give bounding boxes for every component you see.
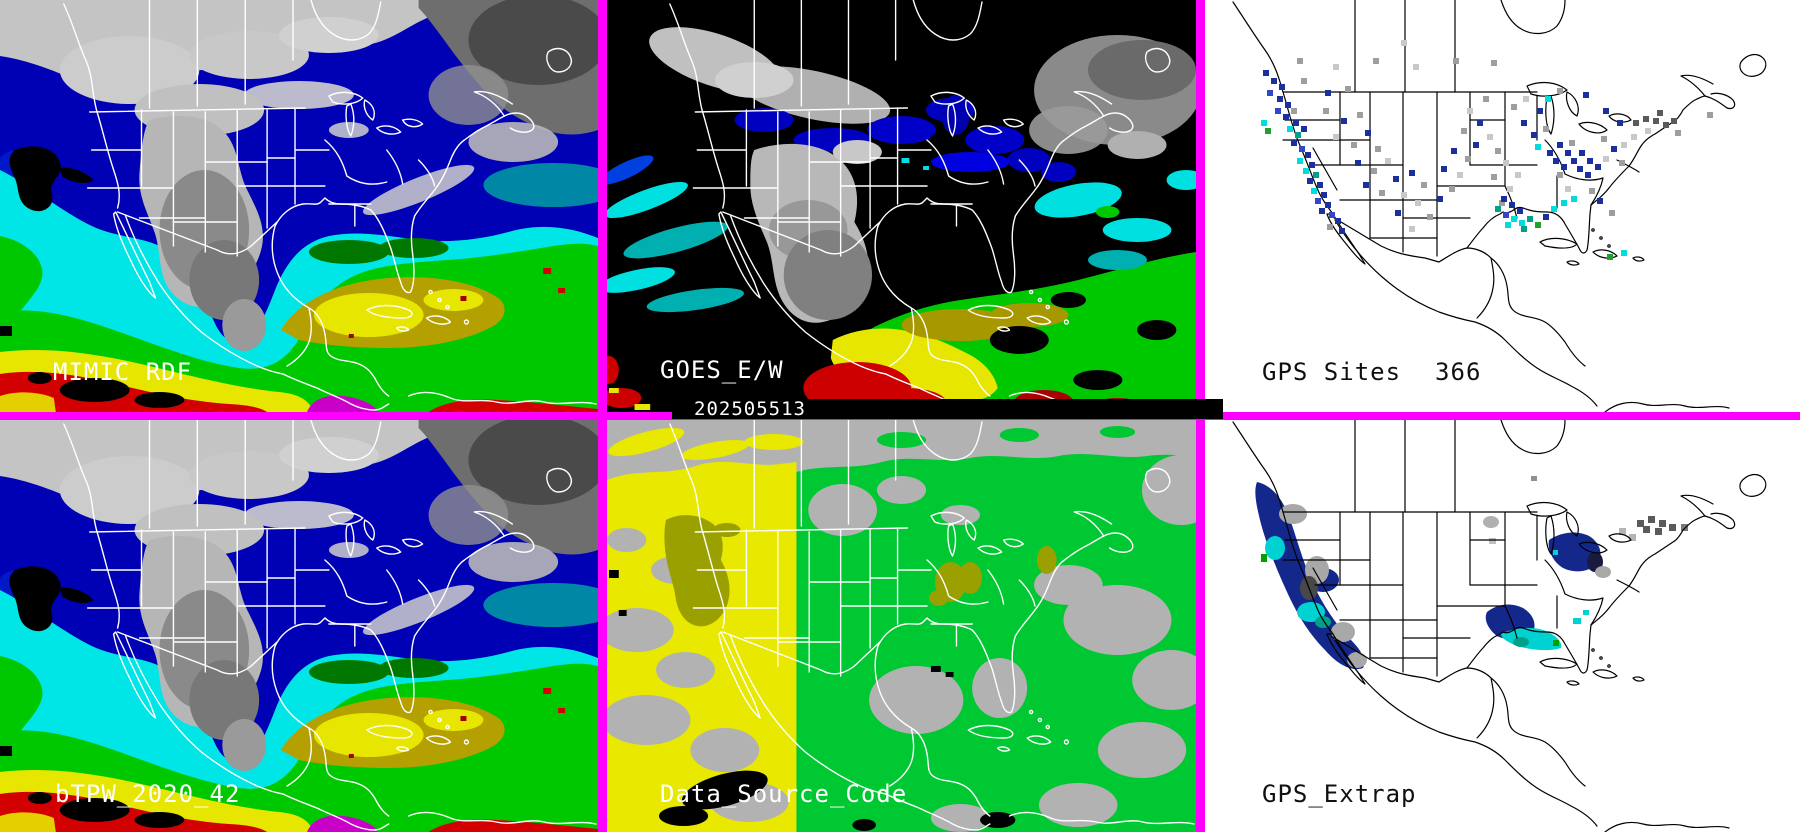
panel-gps-sites: GPS Sites 366 xyxy=(1205,0,1800,412)
panel-data-source-code: Data_Source_Code xyxy=(607,420,1196,832)
panel-gps-extrap: GPS_Extrap xyxy=(1205,420,1800,832)
panel-label-goes-ew: GOES_E/W xyxy=(660,356,784,384)
timestamp-text: 202505513 xyxy=(694,398,806,420)
gps-sites-label: GPS Sites xyxy=(1262,358,1402,386)
gps-sites-count: 366 xyxy=(1435,358,1482,386)
gps-sites-dots xyxy=(1261,40,1713,260)
source-code-field xyxy=(607,420,1196,832)
panel-label-mimic-rdf: MIMIC RDF xyxy=(53,358,193,386)
gps-sites-map xyxy=(1205,0,1800,412)
btpw-map xyxy=(0,420,598,832)
timestamp-bar: 202505513 xyxy=(672,398,1223,420)
gps-sites-caption: GPS Sites 366 xyxy=(1262,358,1481,386)
panel-btpw: bTPW_2020_42 xyxy=(0,420,598,832)
gps-extrap-map xyxy=(1205,420,1800,832)
goes-ew-map xyxy=(607,0,1196,412)
panel-goes-ew: GOES_E/W xyxy=(607,0,1196,412)
panel-label-gps-extrap: GPS_Extrap xyxy=(1262,780,1417,808)
panel-label-btpw: bTPW_2020_42 xyxy=(55,780,241,808)
tpw-color-field xyxy=(0,0,598,412)
goes-color-field xyxy=(607,0,1196,412)
tpw-color-field xyxy=(0,420,598,832)
panel-label-data-source-code: Data_Source_Code xyxy=(660,780,908,808)
mimic-rdf-map xyxy=(0,0,598,412)
data-source-code-map xyxy=(607,420,1196,832)
panel-mimic-rdf: MIMIC RDF xyxy=(0,0,598,412)
